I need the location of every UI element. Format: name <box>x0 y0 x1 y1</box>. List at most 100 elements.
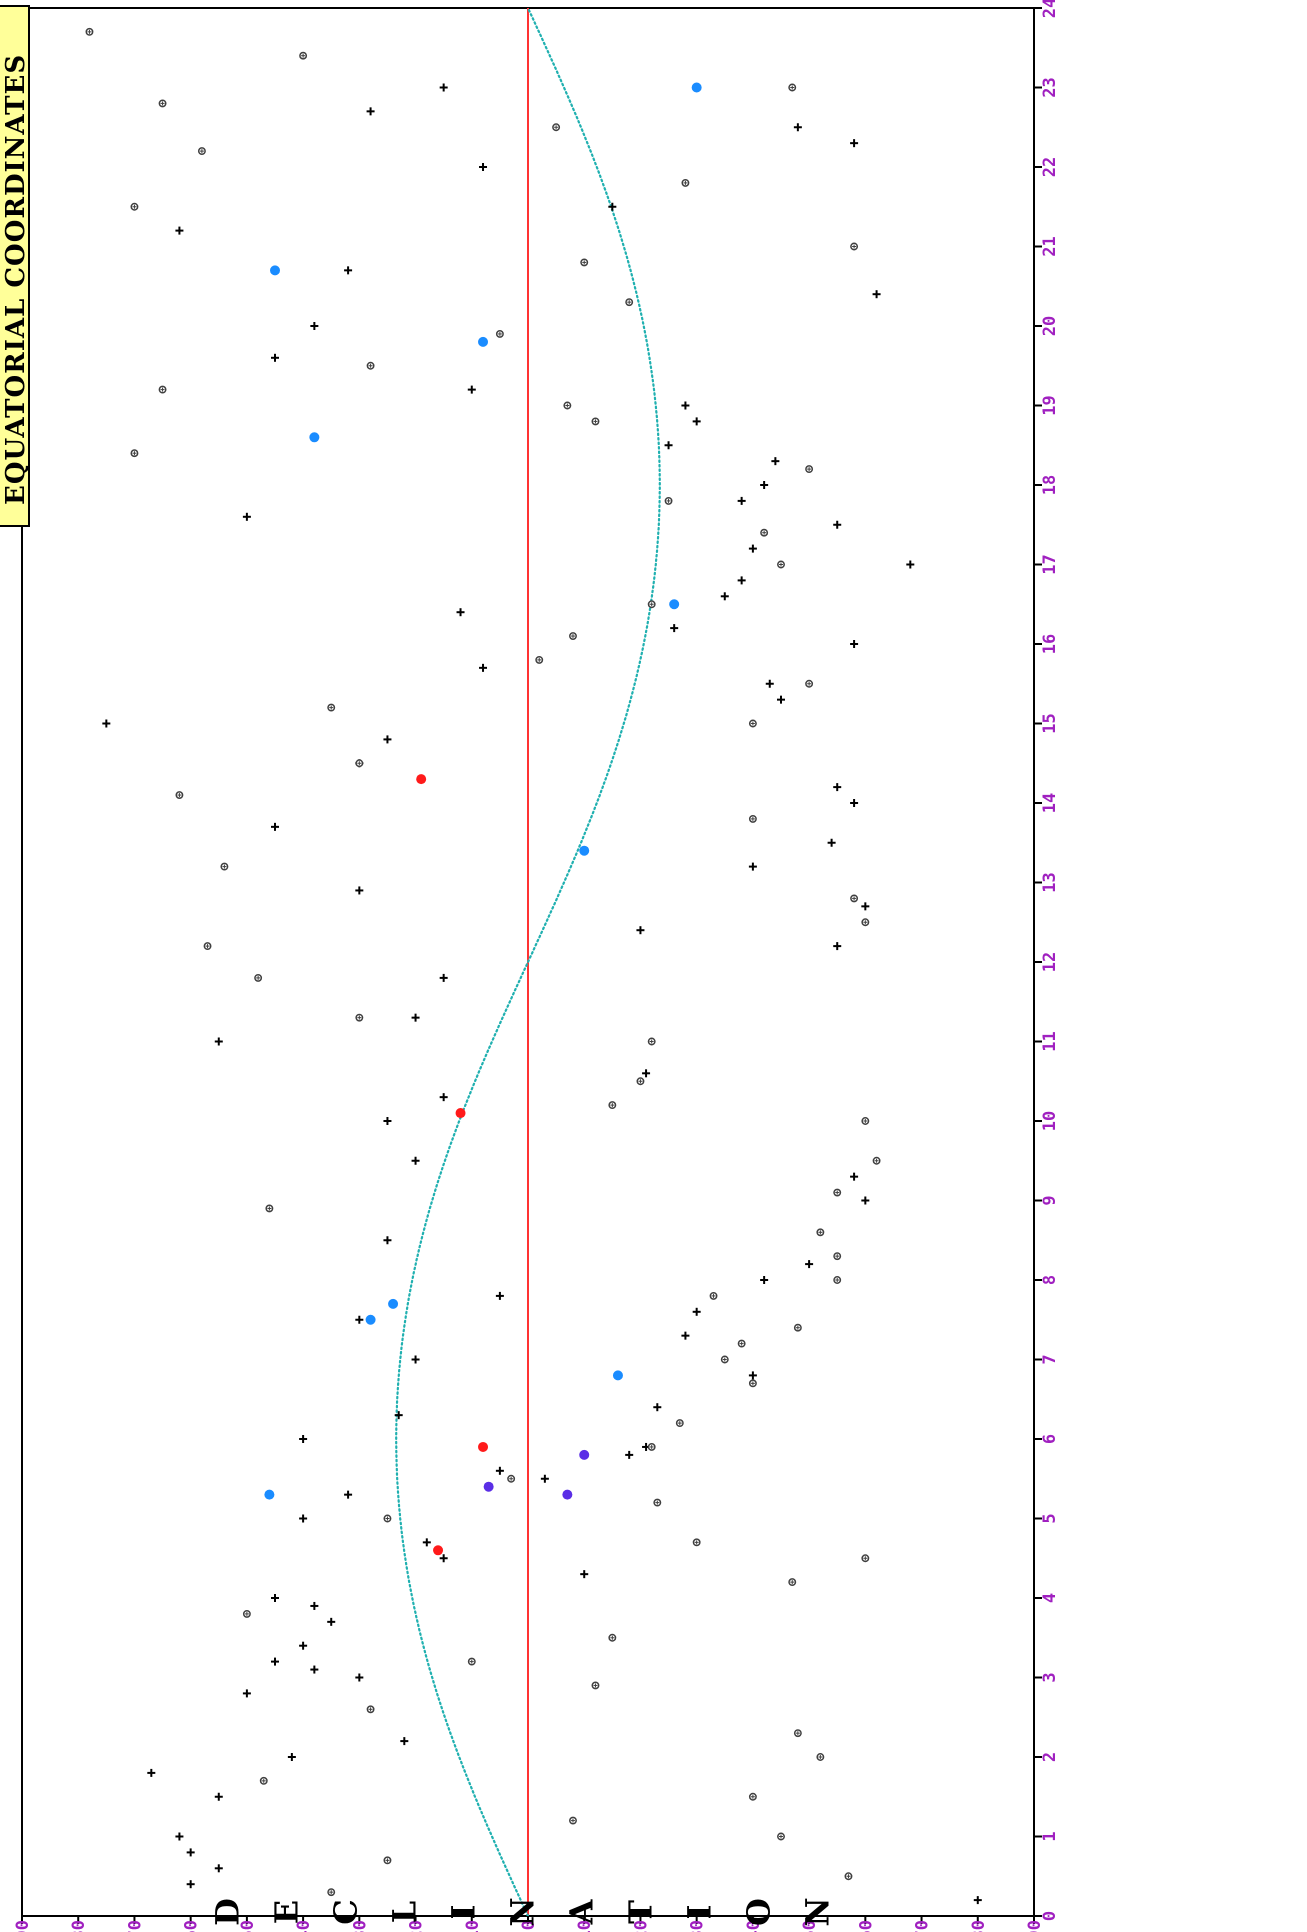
stars-point-0-58 <box>102 719 111 728</box>
planets-point-4-2 <box>579 1449 590 1460</box>
stars-point-1-69 <box>158 99 167 108</box>
stars-point-0-15 <box>310 1601 319 1610</box>
stars-point-1-46 <box>748 719 757 728</box>
ra-tick-label-18: 18 <box>1040 475 1060 495</box>
stars-point-1-37 <box>355 1013 364 1022</box>
planets-point-3-2 <box>455 1108 466 1119</box>
stars-point-0-0 <box>973 1896 982 1905</box>
stars-point-1-43 <box>748 814 757 823</box>
stars-point-1-27 <box>833 1276 842 1284</box>
stars-point-1-39 <box>203 942 212 951</box>
stars-point-0-63 <box>670 624 679 633</box>
stars-point-1-25 <box>793 1323 802 1332</box>
stars-point-0-1 <box>186 1880 195 1889</box>
stars-point-1-62 <box>625 298 634 307</box>
ra-tick-label-7: 7 <box>1040 1354 1060 1364</box>
stars-point-0-77 <box>467 385 476 394</box>
stars-point-0-71 <box>737 496 746 505</box>
stars-point-1-2 <box>383 1856 392 1865</box>
stars-point-0-13 <box>299 1641 308 1650</box>
dec-tick-label-1: 80 <box>69 1920 89 1932</box>
ylabel-letter-5: N <box>504 1897 542 1926</box>
stars-point-0-59 <box>777 695 785 704</box>
stars-point-0-36 <box>805 1260 814 1269</box>
ylabel-letter-8: I <box>681 1905 719 1920</box>
stars-point-0-30 <box>411 1355 420 1364</box>
stars-point-0-72 <box>760 481 769 489</box>
stars-point-1-60 <box>366 361 375 370</box>
stars-point-1-11 <box>467 1657 476 1666</box>
bright-stars-point-2-2 <box>365 1314 376 1325</box>
stars-point-0-11 <box>310 1665 319 1674</box>
dec-tick-label-3: 60 <box>182 1920 202 1932</box>
stars-point-0-22 <box>540 1474 549 1483</box>
bright-stars-point-2-0 <box>264 1489 275 1500</box>
stars-point-0-75 <box>692 417 701 426</box>
star-points <box>85 27 982 1905</box>
stars-point-0-73 <box>771 457 780 466</box>
ra-tick-label-13: 13 <box>1040 872 1060 892</box>
bright-stars-point-2-5 <box>669 599 680 610</box>
stars-point-0-18 <box>439 1554 448 1563</box>
stars-point-0-21 <box>344 1490 353 1499</box>
stars-point-1-15 <box>861 1554 870 1563</box>
stars-point-0-24 <box>625 1450 634 1459</box>
stars-point-0-9 <box>242 1689 251 1698</box>
stars-point-1-33 <box>861 1117 870 1125</box>
ra-tick-label-15: 15 <box>1040 713 1060 733</box>
stars-point-0-49 <box>861 902 870 911</box>
stars-point-0-67 <box>906 560 915 569</box>
stars-point-0-55 <box>833 783 842 792</box>
ra-tick-label-17: 17 <box>1040 554 1060 574</box>
stars-point-1-59 <box>158 385 167 394</box>
stars-point-0-76 <box>681 401 690 410</box>
stars-point-1-21 <box>675 1419 684 1428</box>
stars-point-1-30 <box>265 1204 274 1213</box>
stars-point-0-83 <box>608 202 617 211</box>
stars-point-1-9 <box>366 1705 375 1714</box>
stars-point-0-61 <box>479 663 488 672</box>
stars-point-0-60 <box>765 679 774 688</box>
stars-point-0-69 <box>833 520 842 529</box>
stars-point-1-50 <box>569 632 577 640</box>
stars-point-1-38 <box>254 973 263 982</box>
stars-point-0-20 <box>299 1514 308 1523</box>
bright-stars-point-2-8 <box>270 265 280 276</box>
stars-point-0-47 <box>833 942 842 951</box>
ra-tick-label-11: 11 <box>1040 1031 1060 1051</box>
ra-tick-label-14: 14 <box>1040 793 1060 813</box>
stars-point-0-10 <box>355 1673 364 1682</box>
stars-point-0-80 <box>872 290 881 299</box>
ra-tick-label-19: 19 <box>1040 395 1060 415</box>
stars-point-0-53 <box>271 822 279 831</box>
dec-tick-label-10: -10 <box>575 1920 595 1932</box>
stars-point-1-4 <box>569 1816 577 1825</box>
stars-point-1-70 <box>788 83 797 92</box>
bright-stars-point-2-9 <box>691 82 702 93</box>
stars-point-1-36 <box>647 1037 656 1046</box>
stars-point-1-52 <box>777 560 785 569</box>
stars-point-1-63 <box>580 258 589 267</box>
stars-point-1-24 <box>737 1339 746 1348</box>
stars-point-1-51 <box>647 600 656 609</box>
stars-point-1-56 <box>130 449 139 458</box>
stars-point-0-26 <box>299 1435 308 1443</box>
stars-point-0-78 <box>271 353 279 362</box>
stars-point-1-31 <box>833 1188 842 1197</box>
dec-tick-label-11: -20 <box>631 1920 651 1932</box>
chart-title: EQUATORIAL COORDINATES <box>1 54 31 505</box>
stars-point-0-12 <box>271 1657 279 1666</box>
stars-point-0-2 <box>214 1864 223 1873</box>
planets-point-3-3 <box>416 774 427 785</box>
stars-point-1-65 <box>130 202 139 211</box>
stars-point-0-16 <box>271 1594 279 1602</box>
stars-point-1-45 <box>355 759 364 768</box>
stars-point-1-49 <box>535 655 544 664</box>
stars-point-1-66 <box>681 178 690 187</box>
stars-point-1-64 <box>850 242 859 251</box>
stars-point-1-7 <box>816 1753 825 1761</box>
ra-tick-label-12: 12 <box>1040 952 1060 972</box>
stars-point-1-57 <box>591 417 600 426</box>
bright-stars-point-2-4 <box>579 845 590 856</box>
